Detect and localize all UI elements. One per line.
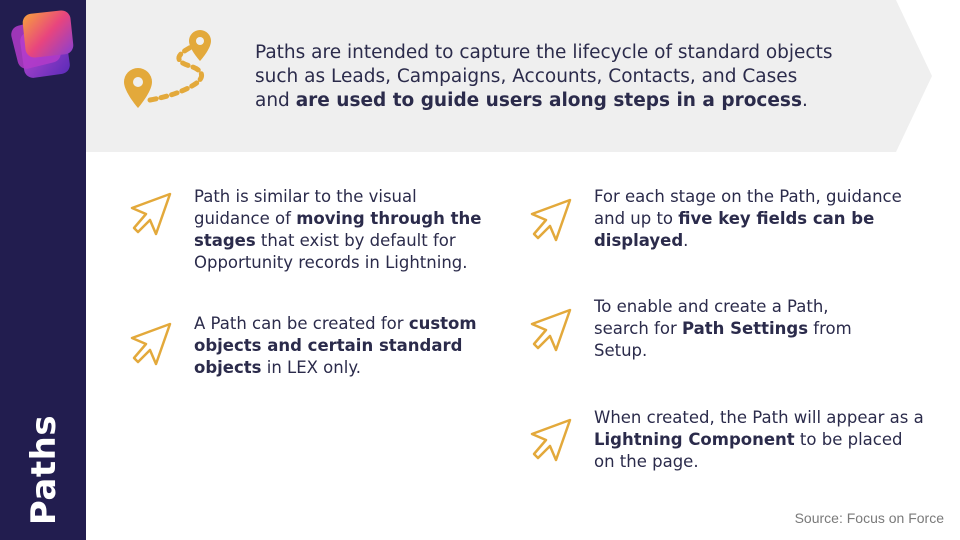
sidebar: Paths — [0, 0, 86, 540]
logo-icon — [11, 10, 74, 78]
intro-line-2: such as Leads, Campaigns, Accounts, Cont… — [255, 66, 798, 87]
right-item-2-emphasis: Path Settings — [682, 319, 809, 338]
right-item-1-emphasis: five key fields can be displayed — [594, 209, 875, 250]
intro-text: Paths are intended to capture the lifecy… — [255, 41, 895, 113]
cursor-arrow-icon — [130, 192, 172, 236]
cursor-arrow-icon — [130, 322, 172, 366]
right-item-3: When created, the Path will appear as a … — [594, 407, 924, 473]
intro-line-3: and are used to guide users along steps … — [255, 89, 895, 113]
left-item-1-emphasis: moving through the stages — [194, 209, 482, 250]
map-pins-icon — [124, 30, 211, 108]
left-item-2-text-a: A Path can be created for — [194, 314, 409, 333]
intro-line-3-emphasis: are used to guide users along steps in a… — [295, 90, 802, 111]
right-item-1: For each stage on the Path, guidance and… — [594, 186, 904, 252]
right-item-2-text-a: To enable and create a Path, search for — [594, 297, 829, 338]
cursor-arrow-icon — [530, 198, 572, 242]
left-item-1-text-b: that exist by default for Opportunity re… — [194, 231, 468, 272]
right-item-1-text-a: For each stage on the Path, guidance and… — [594, 187, 902, 228]
sidebar-title: Paths — [24, 414, 64, 526]
cursor-arrow-icon — [530, 308, 572, 352]
intro-line-1: Paths are intended to capture the lifecy… — [255, 42, 833, 63]
left-item-2-text-b: in LEX only. — [261, 358, 361, 377]
intro-line-3-suffix: . — [801, 90, 808, 111]
right-item-1-text-b: . — [683, 231, 689, 250]
right-item-3-text-b: to be placed on the page. — [594, 430, 903, 471]
right-item-3-text-a: When created, the Path will appear as a — [594, 408, 924, 427]
right-item-2: To enable and create a Path, search for … — [594, 296, 884, 362]
cursor-arrow-icon — [530, 418, 572, 462]
intro-line-3-prefix: and — [255, 90, 296, 111]
right-item-2-text-b: from Setup. — [594, 319, 852, 360]
left-item-2: A Path can be created for custom objects… — [194, 313, 484, 379]
left-item-1: Path is similar to the visual guidance o… — [194, 186, 494, 274]
source-credit: Source: Focus on Force — [794, 510, 944, 526]
left-item-1-text-a: Path is similar to the visual guidance o… — [194, 187, 417, 228]
intro-banner — [86, 0, 936, 152]
left-item-2-emphasis: custom objects and certain standard obje… — [194, 314, 477, 377]
right-item-3-emphasis: Lightning Component — [594, 430, 795, 449]
